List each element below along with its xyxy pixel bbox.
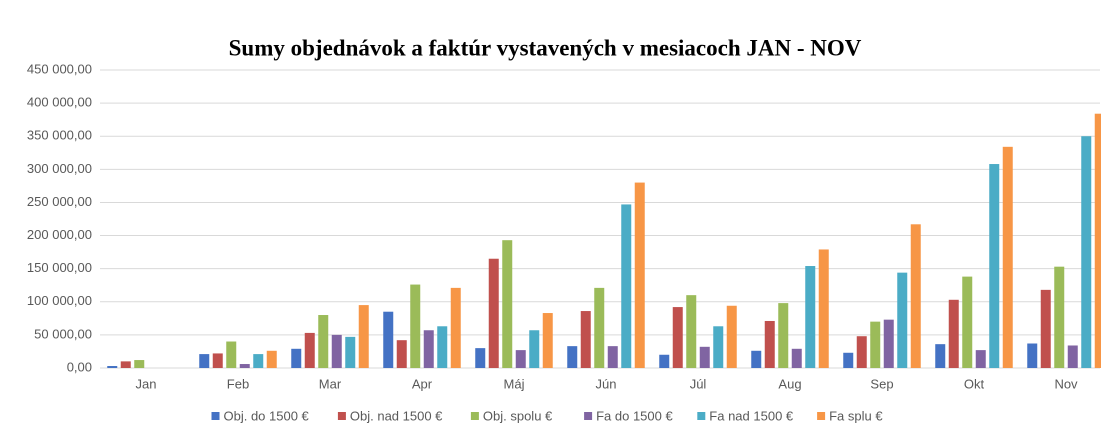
bar <box>805 266 816 368</box>
bar <box>607 346 618 368</box>
bar <box>791 348 802 368</box>
bar <box>304 332 315 368</box>
x-tick-label: Apr <box>412 376 433 391</box>
bar <box>1040 289 1051 368</box>
y-tick-label: 200 000,00 <box>27 227 92 242</box>
legend-swatch <box>470 412 479 420</box>
bar <box>699 346 710 368</box>
legend-label: Fa splu € <box>829 408 883 423</box>
bar <box>870 321 881 368</box>
bar <box>856 336 867 368</box>
bar <box>437 326 448 368</box>
bar <box>1067 345 1078 368</box>
legend-label: Obj. nad 1500 € <box>350 408 443 423</box>
bar <box>989 164 1000 368</box>
legend-label: Fa nad 1500 € <box>709 408 794 423</box>
bar <box>594 287 605 368</box>
x-tick-label: Mar <box>319 376 342 391</box>
bar <box>975 350 986 368</box>
y-tick-label: 250 000,00 <box>27 194 92 209</box>
y-tick-label: 50 000,00 <box>34 326 92 341</box>
bar <box>253 354 264 368</box>
bar <box>542 313 553 368</box>
bar <box>331 334 342 368</box>
bar <box>383 311 394 368</box>
y-tick-label: 100 000,00 <box>27 293 92 308</box>
y-tick-label: 350 000,00 <box>27 128 92 143</box>
y-tick-label: 450 000,00 <box>27 61 92 76</box>
bar <box>120 361 131 368</box>
bar <box>423 330 434 368</box>
bar <box>962 276 973 368</box>
bar <box>226 341 237 368</box>
bar <box>935 344 946 368</box>
bar <box>396 340 407 368</box>
bar <box>410 284 421 368</box>
bar <box>883 319 894 368</box>
bar <box>621 204 632 368</box>
legend-label: Obj. spolu € <box>483 408 553 423</box>
bar <box>266 350 277 368</box>
bar <box>686 295 697 368</box>
bar <box>818 249 829 368</box>
legend-swatch <box>817 412 826 420</box>
bar <box>345 336 356 368</box>
bar <box>764 320 775 368</box>
bar <box>897 272 908 368</box>
chart-title: Sumy objednávok a faktúr vystavených v m… <box>229 35 862 60</box>
bar <box>1081 136 1092 368</box>
bar <box>659 354 670 368</box>
y-tick-label: 300 000,00 <box>27 161 92 176</box>
bar <box>107 366 118 368</box>
legend-label: Fa do 1500 € <box>596 408 673 423</box>
bar <box>488 258 499 368</box>
bar <box>358 305 369 368</box>
bar <box>580 311 591 368</box>
bar <box>948 299 959 368</box>
x-tick-label: Jan <box>136 376 157 391</box>
legend-swatch <box>211 412 220 420</box>
legend-swatch <box>584 412 593 420</box>
bar <box>199 354 210 368</box>
y-tick-label: 150 000,00 <box>27 260 92 275</box>
bar <box>529 330 540 368</box>
bar <box>751 350 762 368</box>
bar <box>1054 266 1065 368</box>
x-tick-label: Okt <box>964 376 985 391</box>
x-tick-label: Aug <box>778 376 801 391</box>
legend-label: Obj. do 1500 € <box>224 408 310 423</box>
legend-swatch <box>697 412 706 420</box>
x-tick-label: Jún <box>596 376 617 391</box>
bar <box>134 360 145 368</box>
bar <box>634 182 645 368</box>
x-tick-label: Júl <box>690 376 707 391</box>
bar <box>475 348 486 368</box>
bar <box>450 287 461 368</box>
x-tick-label: Nov <box>1054 376 1078 391</box>
bar <box>239 364 250 368</box>
bar <box>713 326 724 368</box>
y-tick-label: 0,00 <box>67 359 92 374</box>
bar <box>291 348 302 368</box>
bar <box>1094 113 1101 368</box>
bar <box>567 346 578 368</box>
x-tick-label: Máj <box>504 376 525 391</box>
x-tick-label: Sep <box>870 376 893 391</box>
x-tick-label: Feb <box>227 376 249 391</box>
bar <box>778 303 789 368</box>
bar <box>1002 146 1013 368</box>
legend-swatch <box>337 412 346 420</box>
bar <box>515 350 526 368</box>
bar <box>1027 343 1038 368</box>
bar <box>212 353 223 368</box>
bar <box>726 305 737 368</box>
bar <box>910 224 921 368</box>
y-tick-label: 400 000,00 <box>27 95 92 110</box>
bar <box>672 307 683 368</box>
bar <box>843 352 854 368</box>
bar <box>502 240 513 368</box>
bar <box>318 315 329 368</box>
